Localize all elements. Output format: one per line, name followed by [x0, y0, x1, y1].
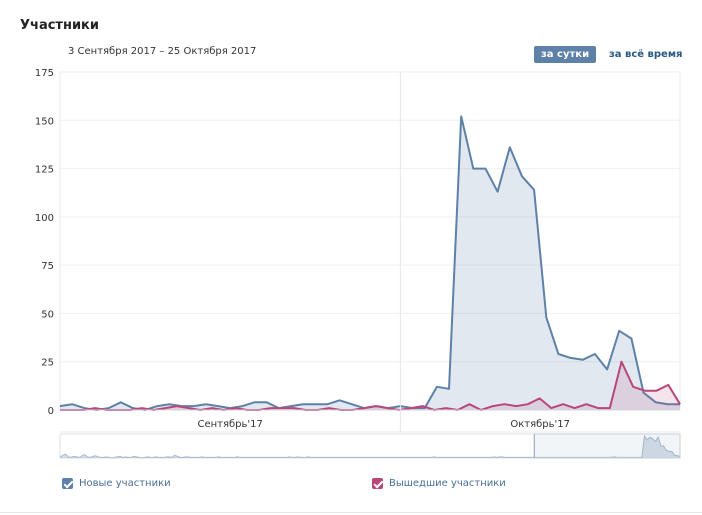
y-tick-label: 75: [41, 261, 54, 272]
y-tick-label: 25: [41, 358, 54, 369]
y-tick-label: 50: [41, 309, 54, 320]
chart-navigator[interactable]: [59, 433, 681, 459]
members-chart[interactable]: 0 25 50 75 100 125 150 175 Сентябрь'17 Октябрь'1…: [0, 60, 702, 475]
legend-left[interactable]: Вышедшие участники: [372, 478, 506, 489]
period-day-button[interactable]: за сутки: [534, 46, 597, 63]
y-tick-label: 150: [35, 116, 54, 127]
navigator-selection: [533, 433, 681, 459]
x-month-label: Сентябрь'17: [197, 419, 262, 430]
divider: [0, 512, 702, 513]
y-tick-label: 0: [48, 406, 54, 417]
section-title: Участники: [20, 18, 99, 33]
series-area: [60, 361, 680, 410]
y-tick-label: 125: [35, 165, 54, 176]
x-axis: Сентябрь'17 Октябрь'17: [60, 72, 680, 433]
y-axis-ticks: 0 25 50 75 100 125 150 175: [35, 68, 54, 417]
series-area: [60, 116, 680, 411]
chart-series: [59, 115, 681, 411]
chart-grid: [59, 71, 681, 411]
legend-new[interactable]: Новые участники: [62, 478, 171, 489]
legend-left-label: Вышедшие участники: [389, 478, 506, 489]
x-month-label: Октябрь'17: [510, 419, 570, 430]
legend-new-label: Новые участники: [79, 478, 171, 489]
new-members-checkbox-icon[interactable]: [62, 478, 73, 489]
y-tick-label: 175: [35, 68, 54, 79]
left-members-checkbox-icon[interactable]: [372, 478, 383, 489]
y-tick-label: 100: [35, 213, 54, 224]
series-line: [60, 360, 681, 411]
navigator-line: [59, 434, 681, 459]
period-all-button[interactable]: за всё время: [609, 49, 683, 60]
plot-area: [59, 71, 681, 411]
date-range[interactable]: 3 Сентября 2017 – 25 Октября 2017: [68, 46, 257, 57]
